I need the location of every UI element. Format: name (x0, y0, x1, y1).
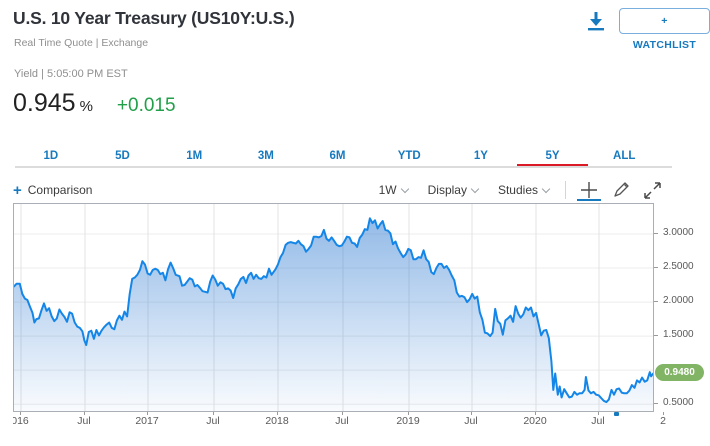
interval-label: 1W (378, 183, 397, 197)
y-tick (654, 267, 658, 268)
x-tick (342, 412, 343, 415)
tab-1m[interactable]: 1M (186, 150, 203, 162)
x-axis-label: Jul (77, 415, 91, 427)
y-axis: 3.0000 2.5000 2.0000 1.5000 0.5000 0.9480 (653, 203, 710, 413)
tab-1d[interactable]: 1D (43, 150, 59, 162)
tab-all[interactable]: ALL (613, 150, 636, 162)
x-tick (598, 412, 599, 415)
comparison-button[interactable]: + Comparison (13, 182, 92, 199)
tab-6m[interactable]: 6M (329, 150, 346, 162)
fullscreen-expand-icon[interactable] (644, 179, 661, 201)
x-axis-label: 016 (13, 415, 29, 427)
y-tick (654, 233, 658, 234)
x-axis-label: 2018 (265, 415, 289, 427)
tab-5d[interactable]: 5D (115, 150, 130, 162)
x-axis: 016 Jul 2017 Jul 2018 Jul 2019 Jul 2020 Jul 2 (13, 412, 667, 429)
y-tick (654, 403, 658, 404)
x-tick (147, 412, 148, 415)
y-axis-label: 3.0000 (663, 227, 694, 238)
comparison-plus-icon: + (13, 181, 22, 199)
chart-toolbar: + Comparison 1W Display Studies (13, 178, 661, 202)
studies-label: Studies (497, 183, 538, 197)
y-axis-label: 1.5000 (663, 329, 694, 340)
price-change: +0.015 (116, 95, 176, 116)
tab-3m[interactable]: 3M (257, 150, 274, 162)
x-tick (535, 412, 536, 415)
last-price-badge: 0.9480 (655, 364, 704, 381)
tab-5y[interactable]: 5Y (516, 146, 589, 167)
draw-pencil-icon[interactable] (612, 179, 630, 201)
tabs-divider (15, 166, 672, 168)
event-marker (614, 412, 619, 416)
x-axis-label: 2017 (135, 415, 159, 427)
x-tick (84, 412, 85, 415)
x-axis-label: Jul (206, 415, 220, 427)
y-tick (654, 301, 658, 302)
x-tick (471, 412, 472, 415)
studies-dropdown[interactable]: Studies (497, 183, 551, 197)
x-tick (213, 412, 214, 415)
x-tick (277, 412, 278, 415)
download-icon[interactable] (584, 9, 608, 33)
quote-subtitle: Real Time Quote | Exchange (14, 37, 149, 49)
comparison-label: Comparison (27, 183, 93, 197)
x-axis-label: 2019 (396, 415, 420, 427)
display-dropdown[interactable]: Display (427, 183, 480, 197)
tab-ytd[interactable]: YTD (397, 150, 421, 162)
x-axis-label: Jul (335, 415, 349, 427)
range-tabs: 1D 5D 1M 3M 6M YTD 1Y 5Y ALL (15, 146, 660, 167)
price-unit: % (79, 98, 93, 115)
y-axis-label: 2.0000 (663, 295, 694, 306)
watchlist-button[interactable]: + WATCHLIST (619, 8, 710, 51)
tab-1y[interactable]: 1Y (473, 150, 488, 162)
quote-meta: Yield | 5:05:00 PM EST (14, 68, 128, 80)
x-tick (408, 412, 409, 415)
price-chart[interactable] (13, 203, 654, 412)
chevron-down-icon (400, 184, 409, 193)
price-value: 0.945 (13, 89, 76, 117)
chevron-down-icon (541, 184, 551, 193)
chevron-down-icon (470, 184, 480, 193)
x-axis-label: Jul (591, 415, 605, 427)
interval-dropdown[interactable]: 1W (378, 183, 409, 197)
y-tick (654, 335, 658, 336)
display-label: Display (427, 183, 467, 197)
x-tick (20, 412, 21, 415)
y-axis-label: 0.5000 (663, 397, 694, 408)
y-axis-label: 2.5000 (663, 261, 694, 272)
x-axis-label: 2 (660, 415, 666, 427)
page-title: U.S. 10 Year Treasury (US10Y:U.S.) (13, 8, 295, 28)
x-tick (663, 412, 664, 415)
crosshair-icon[interactable] (577, 179, 601, 201)
toolbar-divider (565, 181, 566, 199)
price-row: 0.945 % +0.015 (13, 89, 176, 118)
x-axis-label: Jul (464, 415, 478, 427)
x-axis-label: 2020 (523, 415, 547, 427)
